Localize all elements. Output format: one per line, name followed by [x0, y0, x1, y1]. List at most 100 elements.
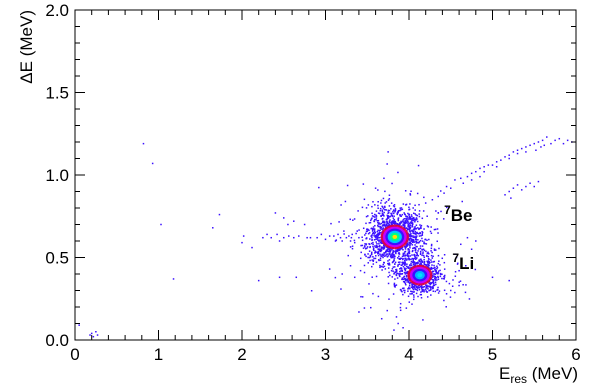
scatter-point [372, 243, 374, 246]
scatter-point [401, 290, 403, 293]
scatter-point [374, 245, 376, 247]
scatter-point [344, 200, 347, 203]
scatter-point [380, 250, 382, 253]
scatter-point [349, 240, 352, 242]
scatter-point [412, 288, 415, 291]
scatter-point [413, 285, 415, 288]
scatter-point [429, 267, 432, 270]
scatter-point [381, 242, 384, 244]
scatter-point [393, 266, 396, 268]
scatter-point [393, 257, 396, 259]
density-hotspots [380, 224, 433, 286]
scatter-point [378, 245, 381, 248]
scatter-point [406, 270, 409, 273]
scatter-point [395, 284, 398, 286]
scatter-point [382, 263, 384, 266]
scatter-point [266, 233, 268, 236]
scatter-point [391, 215, 393, 218]
scatter-point [381, 210, 384, 213]
scatter-point [372, 226, 375, 228]
scatter-point [425, 264, 428, 266]
scatter-point [394, 211, 396, 213]
scatter-point [406, 253, 409, 255]
scatter-point [375, 217, 378, 219]
scatter-point [380, 247, 383, 250]
scatter-point [385, 249, 388, 252]
scatter-point [382, 207, 385, 210]
scatter-point [377, 259, 380, 261]
scatter-point [417, 295, 419, 298]
scatter-point [430, 261, 433, 263]
scatter-point [388, 194, 391, 197]
scatter-point [413, 247, 415, 249]
scatter-point [396, 222, 399, 225]
scatter-point [393, 272, 396, 274]
scatter-point [459, 280, 462, 282]
scatter-point [426, 252, 429, 254]
scatter-point [394, 250, 397, 253]
scatter-point [346, 184, 349, 187]
scatter-point [433, 273, 436, 275]
scatter-point [385, 221, 387, 223]
scatter-point [400, 207, 403, 209]
scatter-point [373, 247, 375, 249]
scatter-point [399, 223, 401, 226]
scatter-point [409, 203, 411, 205]
scatter-point [409, 222, 412, 224]
scatter-point [411, 292, 413, 295]
scatter-point [383, 253, 385, 255]
scatter-point [495, 166, 498, 168]
scatter-point [376, 251, 378, 253]
scatter-point [432, 267, 435, 269]
scatter-point [483, 166, 485, 168]
scatter-point [404, 248, 407, 250]
scatter-point [369, 238, 371, 240]
scatter-point [377, 254, 380, 257]
scatter-point [412, 217, 415, 220]
scatter-point [384, 190, 386, 193]
scatter-point [371, 236, 373, 239]
scatter-point [420, 227, 422, 229]
scatter-point [365, 232, 367, 235]
scatter-point [410, 230, 412, 232]
scatter-point [425, 255, 428, 257]
scatter-point [550, 142, 552, 145]
scatter-point [430, 294, 432, 296]
scatter-point [394, 207, 397, 210]
scatter-point [371, 212, 373, 215]
scatter-point [372, 201, 374, 203]
scatter-point [386, 214, 389, 217]
scatter-point [373, 234, 375, 237]
x-axis-title: Eres (MeV) [499, 364, 578, 386]
scatter-point [407, 248, 409, 250]
scatter-point [393, 215, 395, 217]
scatter-point [370, 242, 373, 245]
scatter-point [410, 258, 412, 261]
scatter-point [310, 290, 313, 292]
scatter-point [432, 270, 435, 273]
scatter-point [419, 239, 422, 242]
scatter-point [428, 258, 430, 261]
scatter-point [404, 257, 406, 260]
scatter-point [434, 277, 436, 280]
scatter-point [379, 231, 382, 234]
scatter-point [376, 246, 378, 248]
scatter-point [338, 221, 340, 223]
scatter-point [419, 253, 422, 256]
scatter-point [403, 222, 406, 225]
scatter-point [363, 307, 366, 309]
scatter-point [412, 207, 414, 209]
scatter-point [378, 236, 381, 239]
scatter-point [414, 288, 417, 291]
scatter-point [387, 262, 389, 265]
scatter-point [403, 267, 406, 269]
scatter-point [409, 216, 412, 218]
scatter-point [403, 291, 406, 294]
scatter-point [416, 235, 418, 237]
scatter-point [424, 202, 427, 204]
scatter-point [432, 255, 434, 258]
scatter-point [401, 277, 404, 279]
y-axis: 0.0 0.5 1.0 1.5 2.0 [45, 1, 576, 350]
scatter-point [512, 151, 515, 153]
scatter-point [429, 283, 432, 285]
